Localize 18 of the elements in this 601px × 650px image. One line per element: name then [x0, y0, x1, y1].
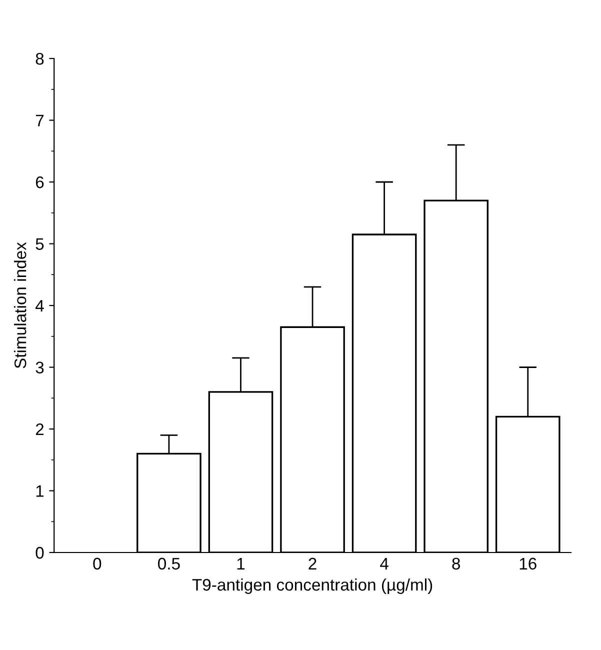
y-tick-label: 4 — [35, 300, 44, 312]
y-tick-label: 5 — [36, 238, 44, 250]
y-axis-title: Stimulation index — [14, 242, 26, 368]
x-tick-label: 16 — [520, 558, 536, 570]
y-tick-label: 6 — [36, 176, 44, 188]
x-axis-title: T9-antigen concentration (µg/ml) — [192, 578, 432, 594]
y-tick-label: 3 — [36, 362, 44, 374]
y-tick-label: 7 — [36, 114, 44, 126]
y-tick-label: 1 — [36, 485, 44, 497]
x-tick-label: 0 — [93, 558, 102, 570]
x-tick-label: 2 — [308, 558, 316, 570]
y-tick-label: 0 — [36, 546, 44, 559]
y-tick-label: 2 — [36, 423, 44, 436]
x-tick-label: 1 — [237, 558, 245, 570]
y-tick-label: 8 — [36, 52, 44, 65]
x-tick-label: 0.5 — [158, 558, 180, 570]
x-tick-label: 4 — [380, 558, 388, 570]
x-tick-label: 8 — [452, 558, 460, 570]
